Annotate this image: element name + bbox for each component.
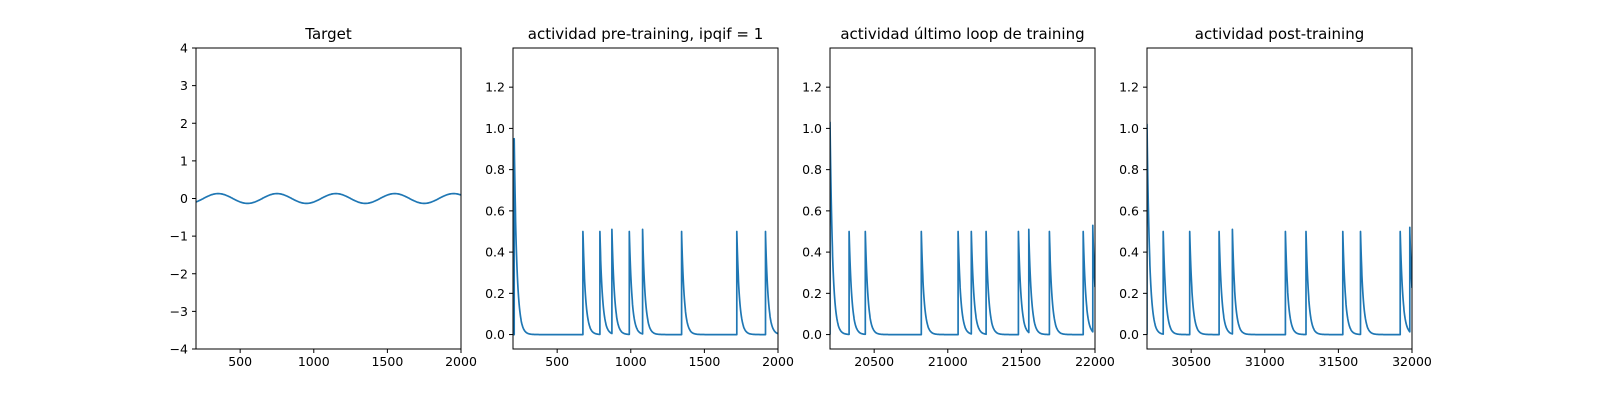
x-tick-label: 22000 — [1075, 354, 1115, 369]
plot-frame — [195, 47, 462, 350]
y-tick-label: 0.6 — [802, 203, 822, 218]
x-tick-label: 1500 — [371, 354, 403, 369]
y-tick-label: 1.2 — [802, 80, 822, 95]
x-tick-label: 500 — [545, 354, 569, 369]
x-tick-label: 500 — [228, 354, 252, 369]
series-line — [1147, 123, 1412, 336]
y-tick-label: −4 — [170, 342, 188, 357]
y-tick-label: −2 — [170, 266, 188, 281]
y-tick-label: 0.0 — [1119, 327, 1139, 342]
x-tick-label: 32000 — [1392, 354, 1432, 369]
y-tick-label: −3 — [170, 304, 188, 319]
y-tick-label: 1.0 — [802, 121, 822, 136]
panel-title: actividad último loop de training — [840, 25, 1084, 43]
x-tick-label: 1000 — [615, 354, 647, 369]
y-tick-label: 0.0 — [802, 327, 822, 342]
y-tick-label: 0.2 — [1119, 286, 1139, 301]
panel-title: actividad pre-training, ipqif = 1 — [528, 25, 764, 43]
y-tick-label: 1.0 — [1119, 121, 1139, 136]
y-tick-label: 0 — [180, 191, 188, 206]
plot-frame — [512, 47, 779, 350]
y-tick-label: 0.4 — [1119, 245, 1139, 260]
y-tick-label: −1 — [170, 229, 188, 244]
y-tick-label: 1.2 — [485, 80, 505, 95]
y-tick-label: 1.0 — [485, 121, 505, 136]
y-tick-label: 0.0 — [485, 327, 505, 342]
panel-pre-training: actividad pre-training, ipqif = 1 500 100… — [485, 25, 794, 369]
panel-target: Target 500 1000 1500 2000 −4 −3 −2 −1 0 1 2 3 4 — [170, 25, 477, 369]
x-tick-label: 31000 — [1245, 354, 1285, 369]
plot-frame — [829, 47, 1096, 350]
series-line — [513, 137, 778, 336]
panel-last-training-loop: actividad último loop de training 20500 2… — [802, 25, 1115, 369]
x-tick-label: 2000 — [762, 354, 794, 369]
y-tick-label: 4 — [180, 41, 188, 56]
y-tick-label: 0.4 — [485, 245, 505, 260]
y-tick-label: 0.2 — [485, 286, 505, 301]
x-tick-label: 21500 — [1002, 354, 1042, 369]
y-tick-label: 0.6 — [485, 203, 505, 218]
x-tick-label: 21000 — [928, 354, 968, 369]
panel-post-training: actividad post-training 30500 31000 31500 3… — [1119, 25, 1432, 369]
x-tick-label: 1000 — [298, 354, 330, 369]
panel-title: actividad post-training — [1195, 25, 1364, 43]
y-tick-label: 1 — [180, 153, 188, 168]
y-tick-label: 0.6 — [1119, 203, 1139, 218]
plot-frame — [1146, 47, 1413, 350]
series-line — [196, 192, 461, 205]
y-tick-label: 0.8 — [802, 162, 822, 177]
y-tick-label: 3 — [180, 78, 188, 93]
y-tick-label: 0.8 — [1119, 162, 1139, 177]
x-tick-label: 1500 — [688, 354, 720, 369]
y-tick-label: 0.2 — [802, 286, 822, 301]
x-tick-label: 31500 — [1319, 354, 1359, 369]
x-tick-label: 20500 — [854, 354, 894, 369]
y-tick-label: 2 — [180, 116, 188, 131]
series-line — [830, 121, 1095, 336]
y-tick-label: 0.4 — [802, 245, 822, 260]
x-tick-label: 2000 — [445, 354, 477, 369]
y-tick-label: 0.8 — [485, 162, 505, 177]
x-tick-label: 30500 — [1171, 354, 1211, 369]
panel-title: Target — [304, 25, 352, 43]
y-tick-label: 1.2 — [1119, 80, 1139, 95]
